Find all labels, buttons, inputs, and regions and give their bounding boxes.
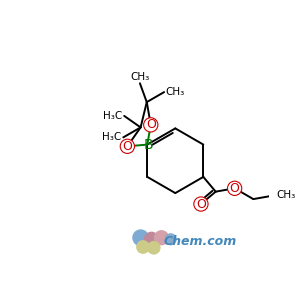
Text: CH₃: CH₃ — [130, 72, 149, 82]
Text: H₃C: H₃C — [103, 132, 122, 142]
Text: CH₃: CH₃ — [166, 87, 185, 97]
Text: H₃C: H₃C — [103, 111, 123, 121]
Text: Chem.com: Chem.com — [163, 235, 237, 248]
Text: O: O — [146, 118, 156, 131]
Text: O: O — [196, 197, 206, 211]
Circle shape — [145, 232, 158, 246]
Text: CH₃: CH₃ — [277, 190, 296, 200]
Circle shape — [133, 230, 148, 245]
Text: O: O — [230, 182, 240, 195]
Circle shape — [165, 234, 176, 245]
Text: B: B — [143, 138, 153, 152]
Circle shape — [137, 241, 149, 253]
Circle shape — [148, 242, 160, 254]
Text: O: O — [122, 140, 132, 153]
Circle shape — [154, 231, 168, 245]
